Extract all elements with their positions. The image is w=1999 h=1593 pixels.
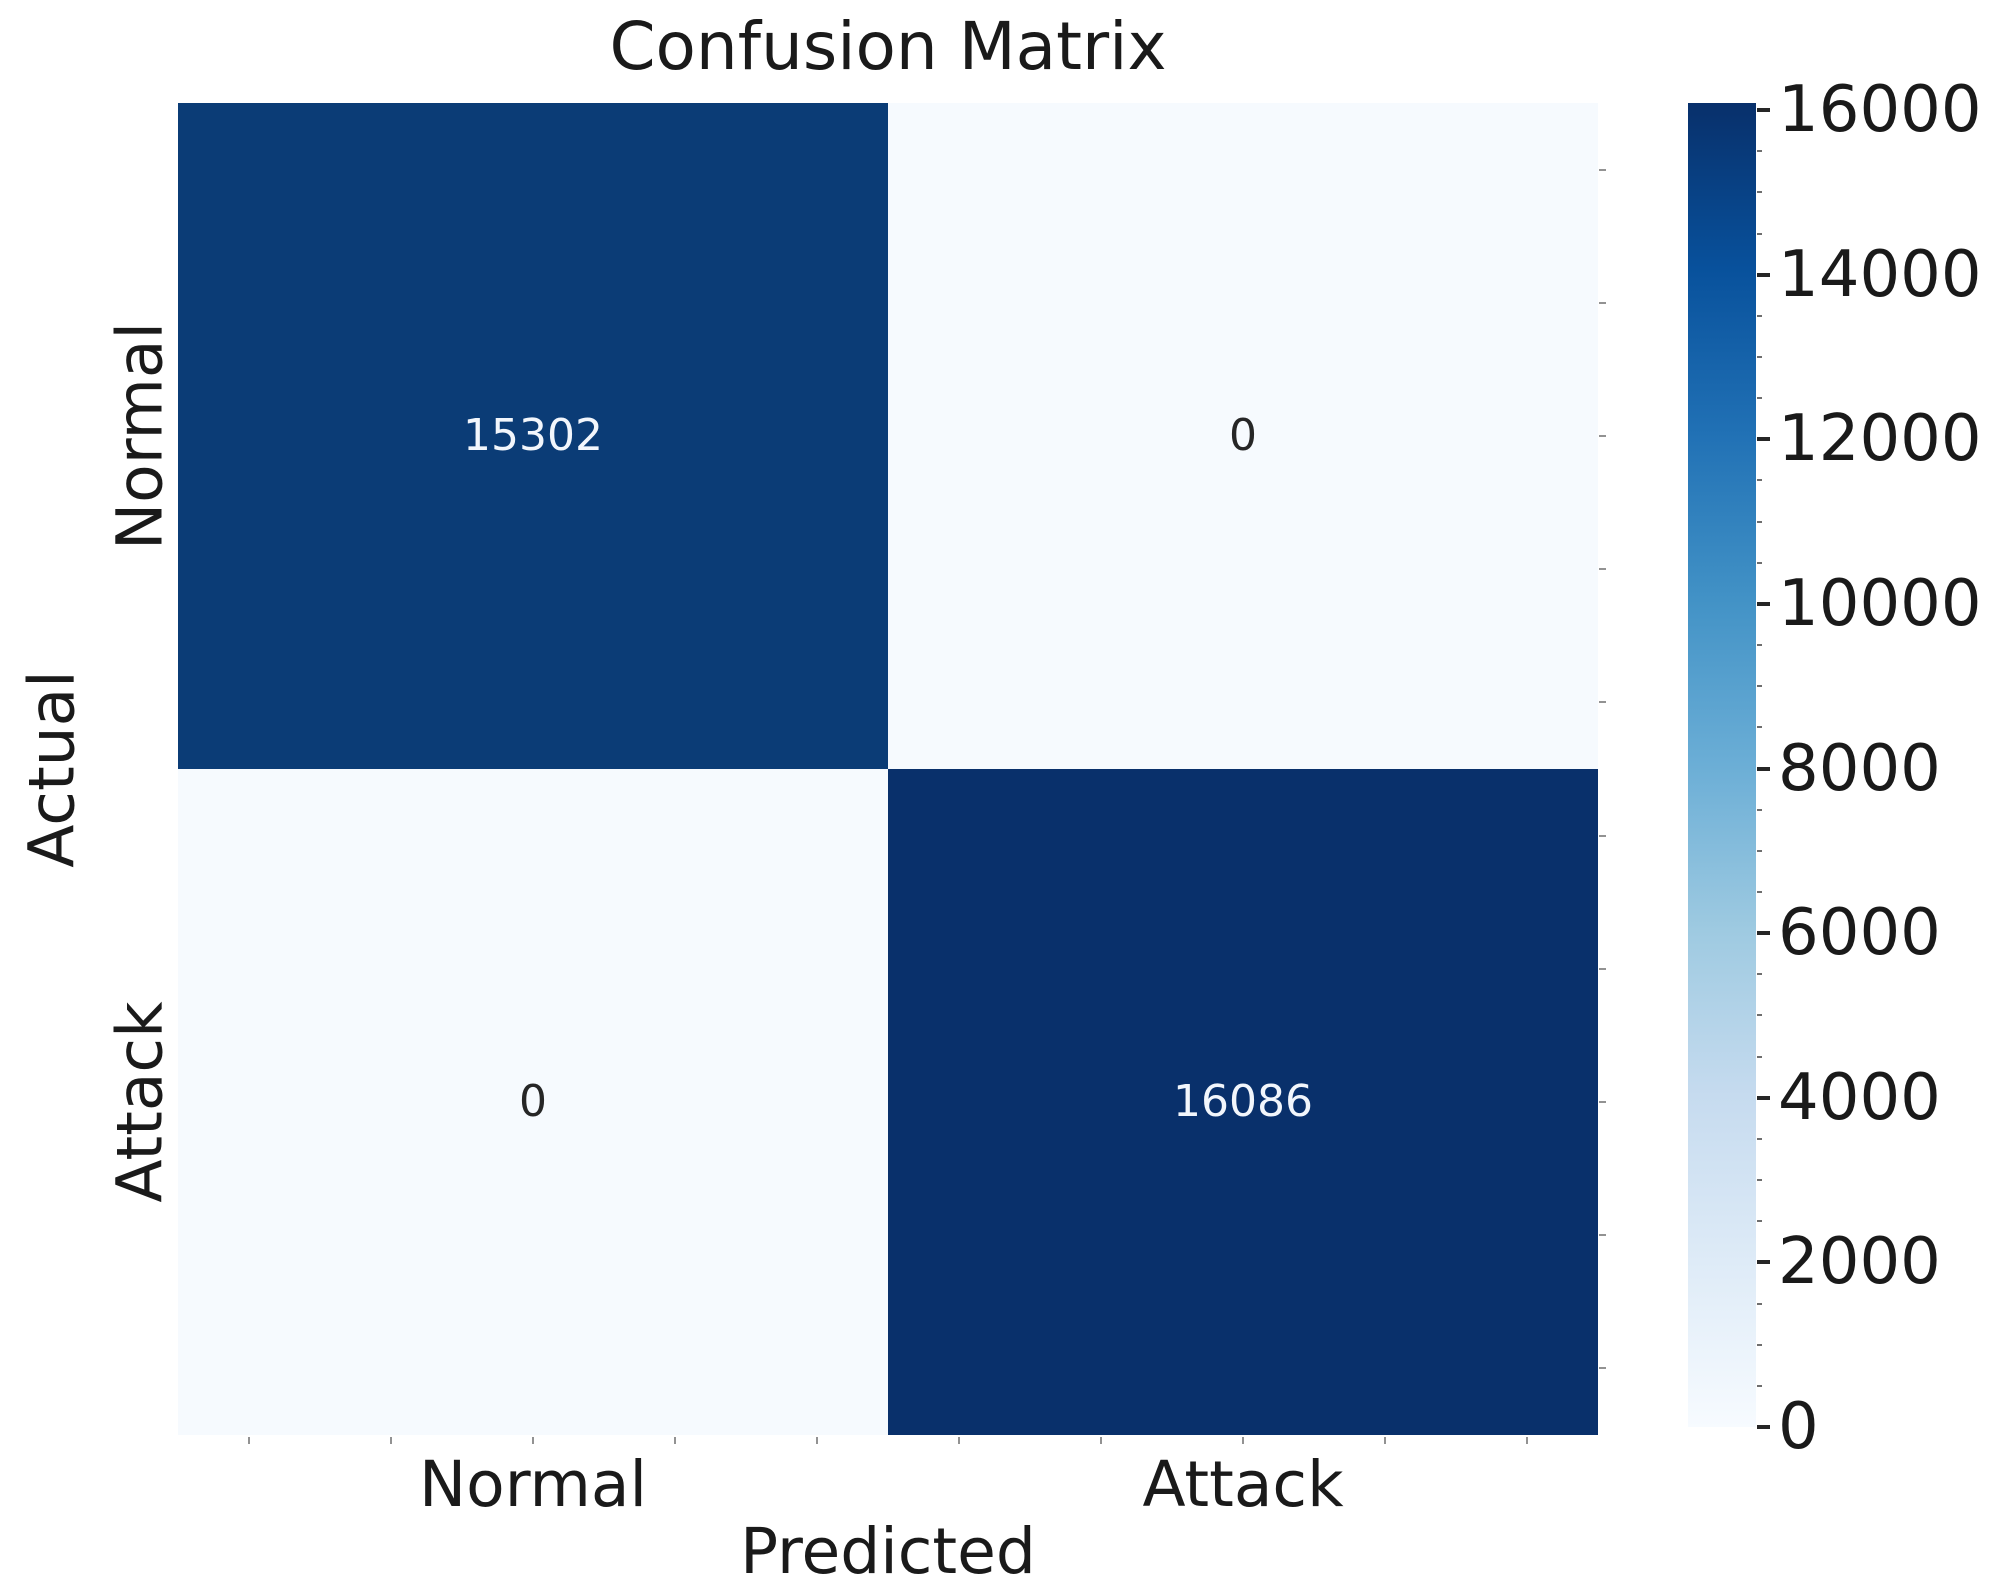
colorbar-minor-tick: [1757, 397, 1762, 400]
y-axis-minor-tick: [1599, 834, 1606, 837]
colorbar-minor-tick: [1757, 685, 1762, 688]
colorbar-tick: [1757, 931, 1770, 936]
colorbar-minor-tick: [1757, 1137, 1762, 1140]
colorbar-minor-tick: [1757, 356, 1762, 358]
colorbar-tick: [1757, 766, 1770, 771]
colorbar-tick: [1757, 108, 1770, 113]
cell-attack-normal: 0: [178, 769, 888, 1435]
y-axis-minor-tick: [1599, 701, 1606, 704]
cell-value: 15302: [463, 410, 603, 461]
colorbar-minor-tick: [1757, 1302, 1762, 1305]
x-axis-minor-tick: [532, 1437, 534, 1444]
colorbar-tick-label: 16000: [1778, 73, 1982, 148]
cell-value: 16086: [1173, 1076, 1313, 1127]
colorbar-minor-tick: [1757, 150, 1762, 153]
cell-attack-attack: 16086: [888, 769, 1598, 1435]
y-axis-minor-tick: [1599, 1367, 1606, 1370]
colorbar-minor-tick: [1757, 232, 1762, 235]
colorbar-tick: [1757, 272, 1770, 277]
x-axis-label: Predicted: [740, 1515, 1036, 1588]
colorbar-minor-tick: [1757, 808, 1762, 811]
y-axis-minor-tick: [1599, 168, 1606, 171]
y-tick-label-attack: Attack: [103, 1001, 177, 1203]
x-tick-label-attack: Attack: [1142, 1448, 1344, 1521]
cell-value: 0: [1229, 410, 1257, 461]
colorbar-tick-label: 0: [1778, 1390, 1819, 1464]
colorbar-minor-tick: [1757, 1343, 1762, 1346]
colorbar-minor-tick: [1757, 314, 1762, 317]
colorbar-minor-tick: [1757, 973, 1762, 976]
colorbar-tick: [1757, 437, 1770, 442]
colorbar-tick-label: 14000: [1778, 237, 1982, 312]
colorbar-minor-tick: [1757, 1384, 1762, 1387]
colorbar-minor-tick: [1757, 191, 1762, 194]
x-axis-minor-tick: [958, 1437, 960, 1444]
colorbar-minor-tick: [1757, 1220, 1762, 1223]
colorbar-tick-label: 8000: [1778, 731, 1941, 806]
colorbar-minor-tick: [1757, 726, 1762, 729]
colorbar-tick: [1757, 1095, 1770, 1100]
colorbar-minor-tick: [1757, 1014, 1762, 1017]
colorbar-minor-tick: [1757, 849, 1762, 852]
colorbar-tick-label: 2000: [1778, 1225, 1941, 1300]
cell-value: 0: [519, 1076, 547, 1127]
x-axis-minor-tick: [1242, 1437, 1244, 1444]
y-axis-minor-tick: [1599, 1234, 1606, 1237]
y-axis-minor-tick: [1599, 568, 1606, 571]
x-axis-minor-tick: [674, 1437, 676, 1444]
colorbar-tick-label: 12000: [1778, 402, 1982, 477]
y-axis-minor-tick: [1599, 1101, 1606, 1103]
y-axis-minor-tick: [1599, 435, 1606, 437]
x-axis-minor-tick: [1384, 1437, 1386, 1444]
x-axis-minor-tick: [1526, 1437, 1528, 1444]
colorbar-minor-tick: [1757, 561, 1762, 564]
x-axis-minor-tick: [816, 1437, 818, 1444]
colorbar-minor-tick: [1757, 644, 1762, 647]
colorbar-tick-label: 4000: [1778, 1060, 1941, 1135]
y-axis-label: Actual: [15, 670, 89, 868]
colorbar-minor-tick: [1757, 891, 1762, 893]
x-tick-label-normal: Normal: [419, 1448, 647, 1521]
colorbar-minor-tick: [1757, 1179, 1762, 1182]
colorbar-tick-label: 10000: [1778, 566, 1982, 641]
x-axis-minor-tick: [1100, 1437, 1102, 1444]
colorbar-tick: [1757, 1260, 1770, 1265]
colorbar-minor-tick: [1757, 1055, 1762, 1058]
heatmap-plot: 15302 0 0 16086: [178, 103, 1598, 1435]
colorbar: [1688, 103, 1756, 1427]
colorbar-tick-label: 6000: [1778, 896, 1941, 971]
x-axis-minor-tick: [390, 1437, 392, 1444]
y-axis-minor-tick: [1599, 301, 1606, 304]
y-tick-label-normal: Normal: [103, 322, 177, 550]
colorbar-tick: [1757, 1425, 1770, 1429]
colorbar-tick: [1757, 601, 1770, 606]
y-axis-minor-tick: [1599, 967, 1606, 970]
cell-normal-normal: 15302: [178, 103, 888, 769]
cell-normal-attack: 0: [888, 103, 1598, 769]
colorbar-minor-tick: [1757, 479, 1762, 482]
chart-title: Confusion Matrix: [609, 8, 1167, 85]
colorbar-minor-tick: [1757, 520, 1762, 523]
x-axis-minor-tick: [248, 1437, 250, 1444]
